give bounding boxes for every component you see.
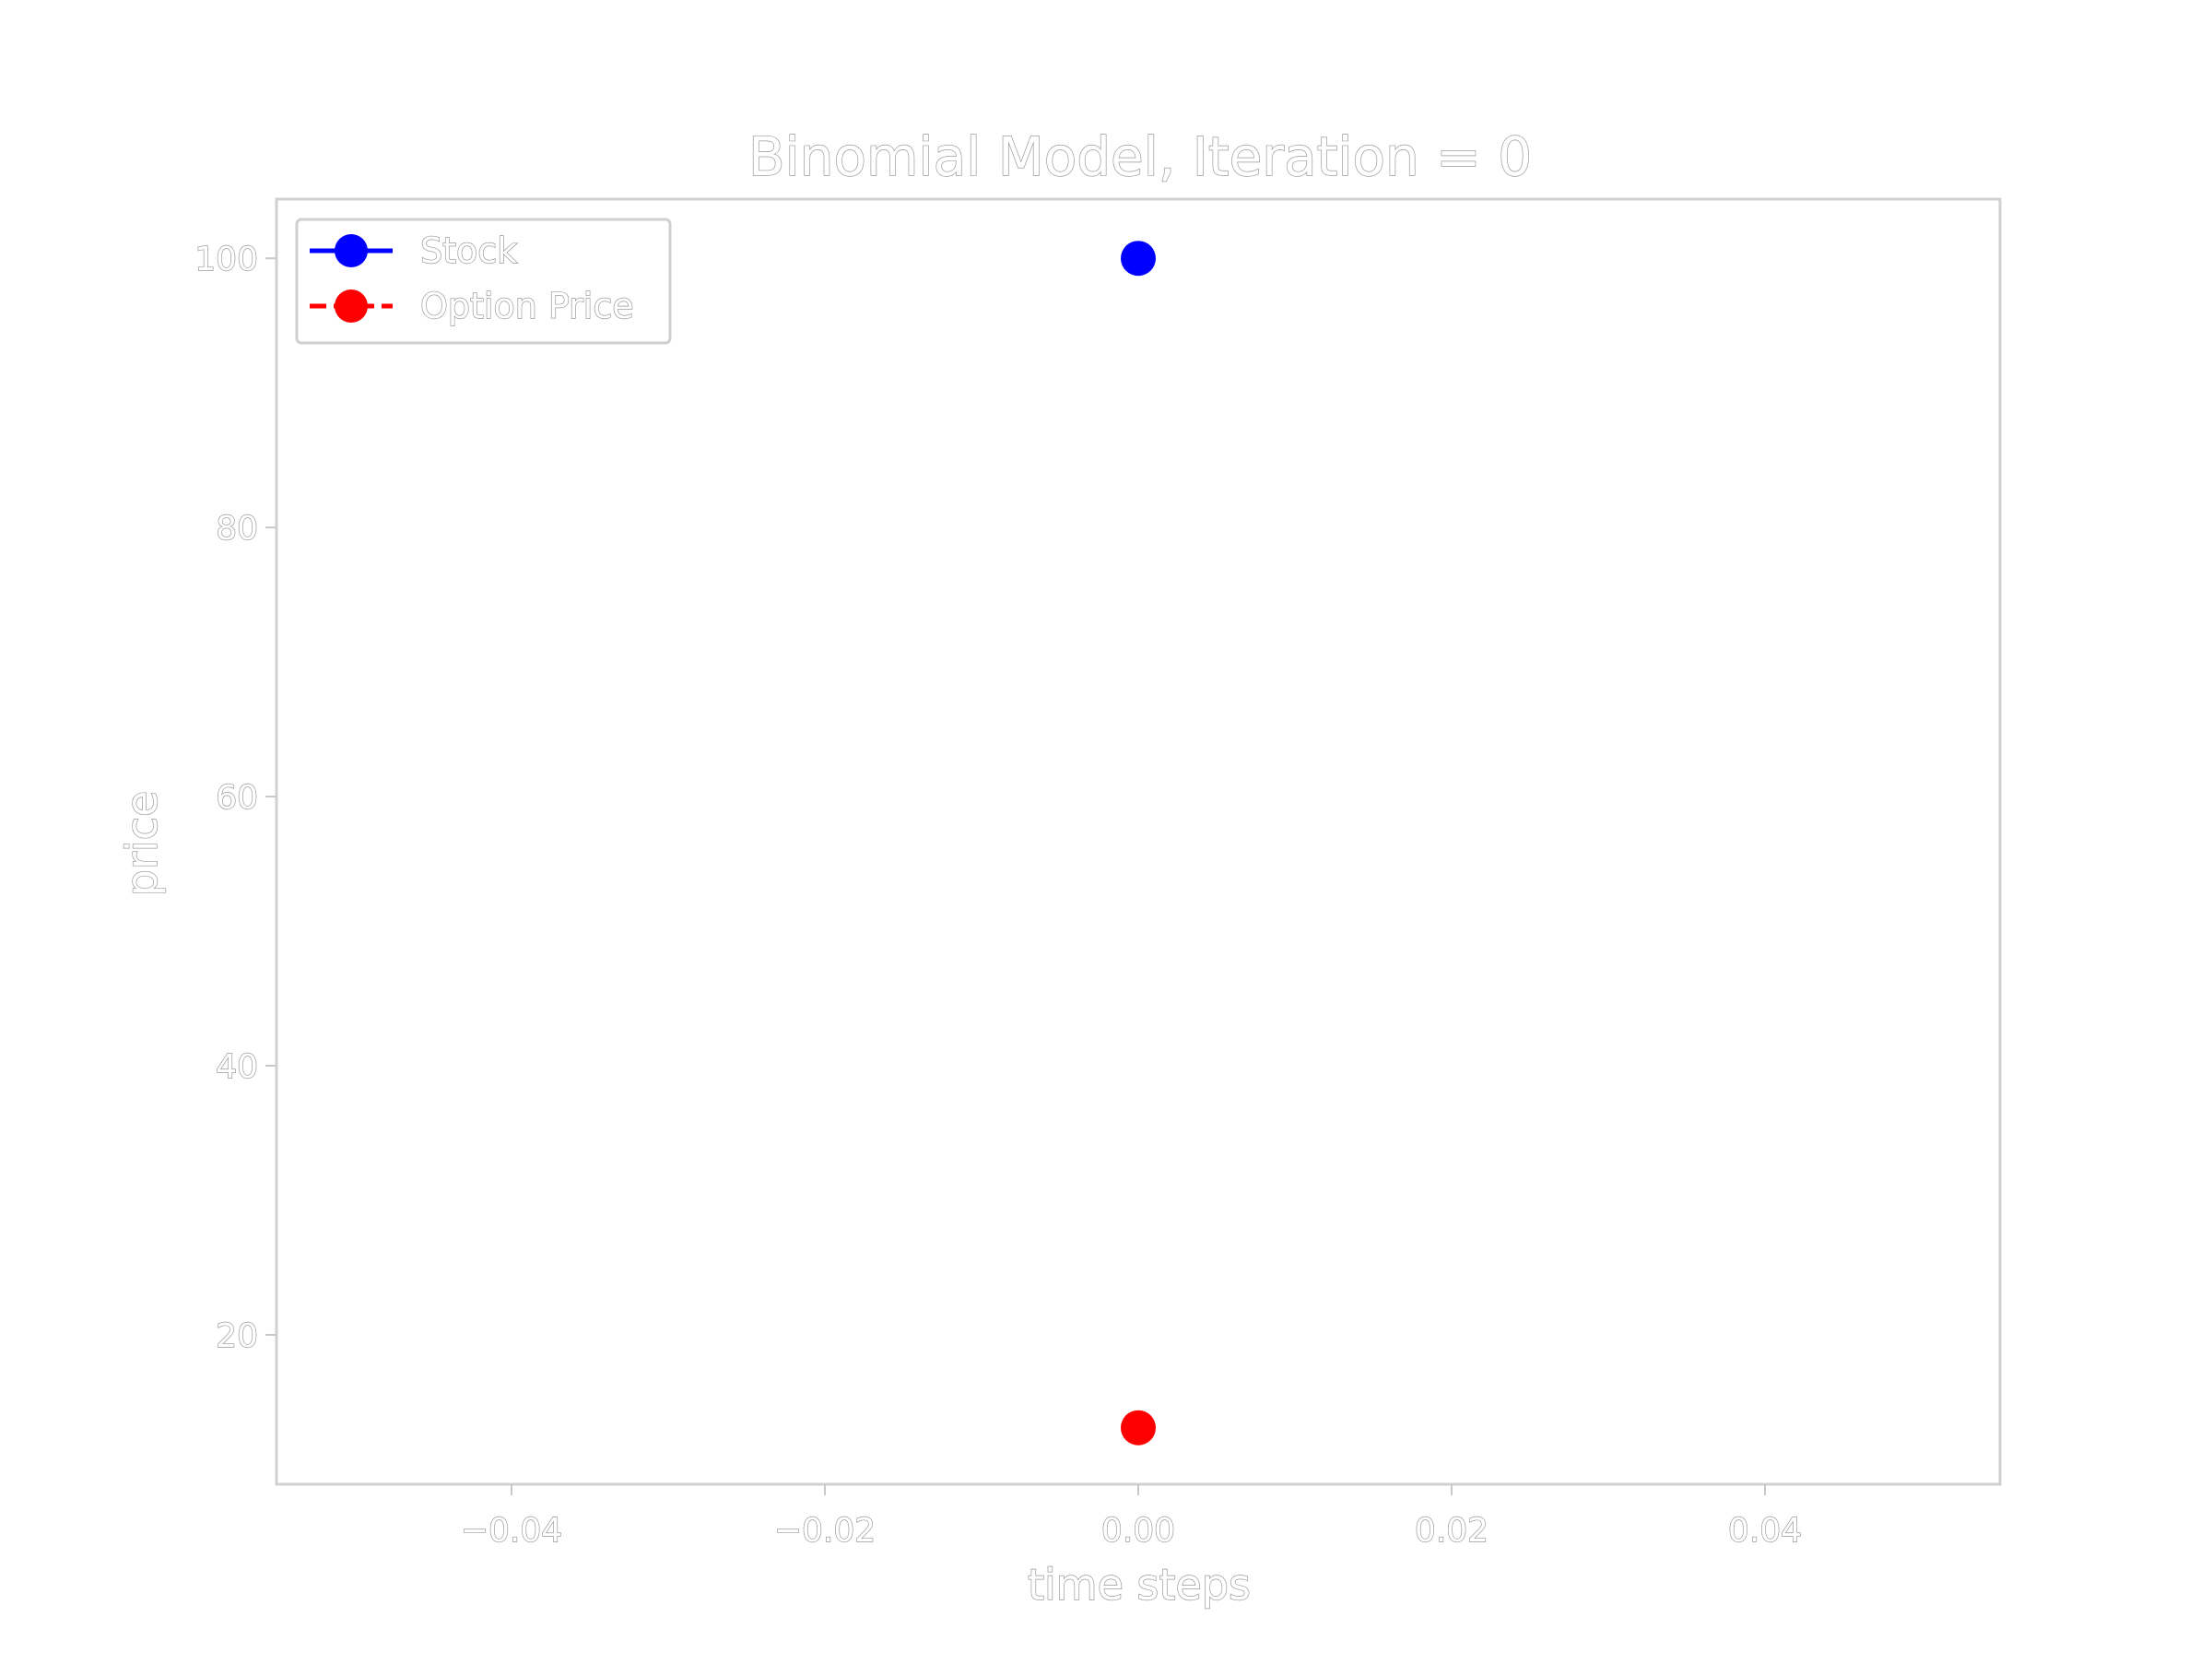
x-tick-label: −0.02: [774, 1512, 876, 1550]
chart-title: Binomial Model, Iteration = 0: [748, 125, 1532, 188]
y-tick-label: 100: [194, 241, 258, 278]
data-points: [1121, 241, 1156, 1446]
data-point-stock: [1121, 241, 1156, 277]
legend-label-option-price: Option Price: [420, 286, 634, 326]
x-tick-label: −0.04: [461, 1512, 562, 1550]
plot-area-frame: [275, 197, 2002, 1486]
y-axis-label: price: [117, 791, 167, 896]
y-tick-label: 40: [216, 1048, 258, 1086]
legend-marker-stock: [335, 234, 368, 267]
x-axis-ticks: −0.04 −0.02 0.00 0.02 0.04: [460, 1484, 1803, 1551]
x-tick-label: 0.00: [1101, 1512, 1175, 1550]
y-tick-label: 80: [216, 510, 258, 548]
legend-entry-stock: Stock: [310, 230, 518, 272]
y-axis-ticks: 20 40 60 80 100: [194, 241, 276, 1356]
legend: Stock Option Price: [295, 218, 672, 345]
y-tick-label: 60: [216, 779, 258, 817]
legend-label-stock: Stock: [420, 230, 517, 271]
x-axis-label: time steps: [1028, 1560, 1251, 1610]
legend-entry-option-price: Option Price: [310, 285, 634, 327]
x-tick-label: 0.02: [1415, 1512, 1488, 1550]
y-tick-label: 20: [216, 1317, 258, 1355]
data-point-option-price: [1121, 1410, 1156, 1446]
legend-marker-option-price: [335, 289, 368, 323]
x-tick-label: 0.04: [1728, 1512, 1802, 1550]
